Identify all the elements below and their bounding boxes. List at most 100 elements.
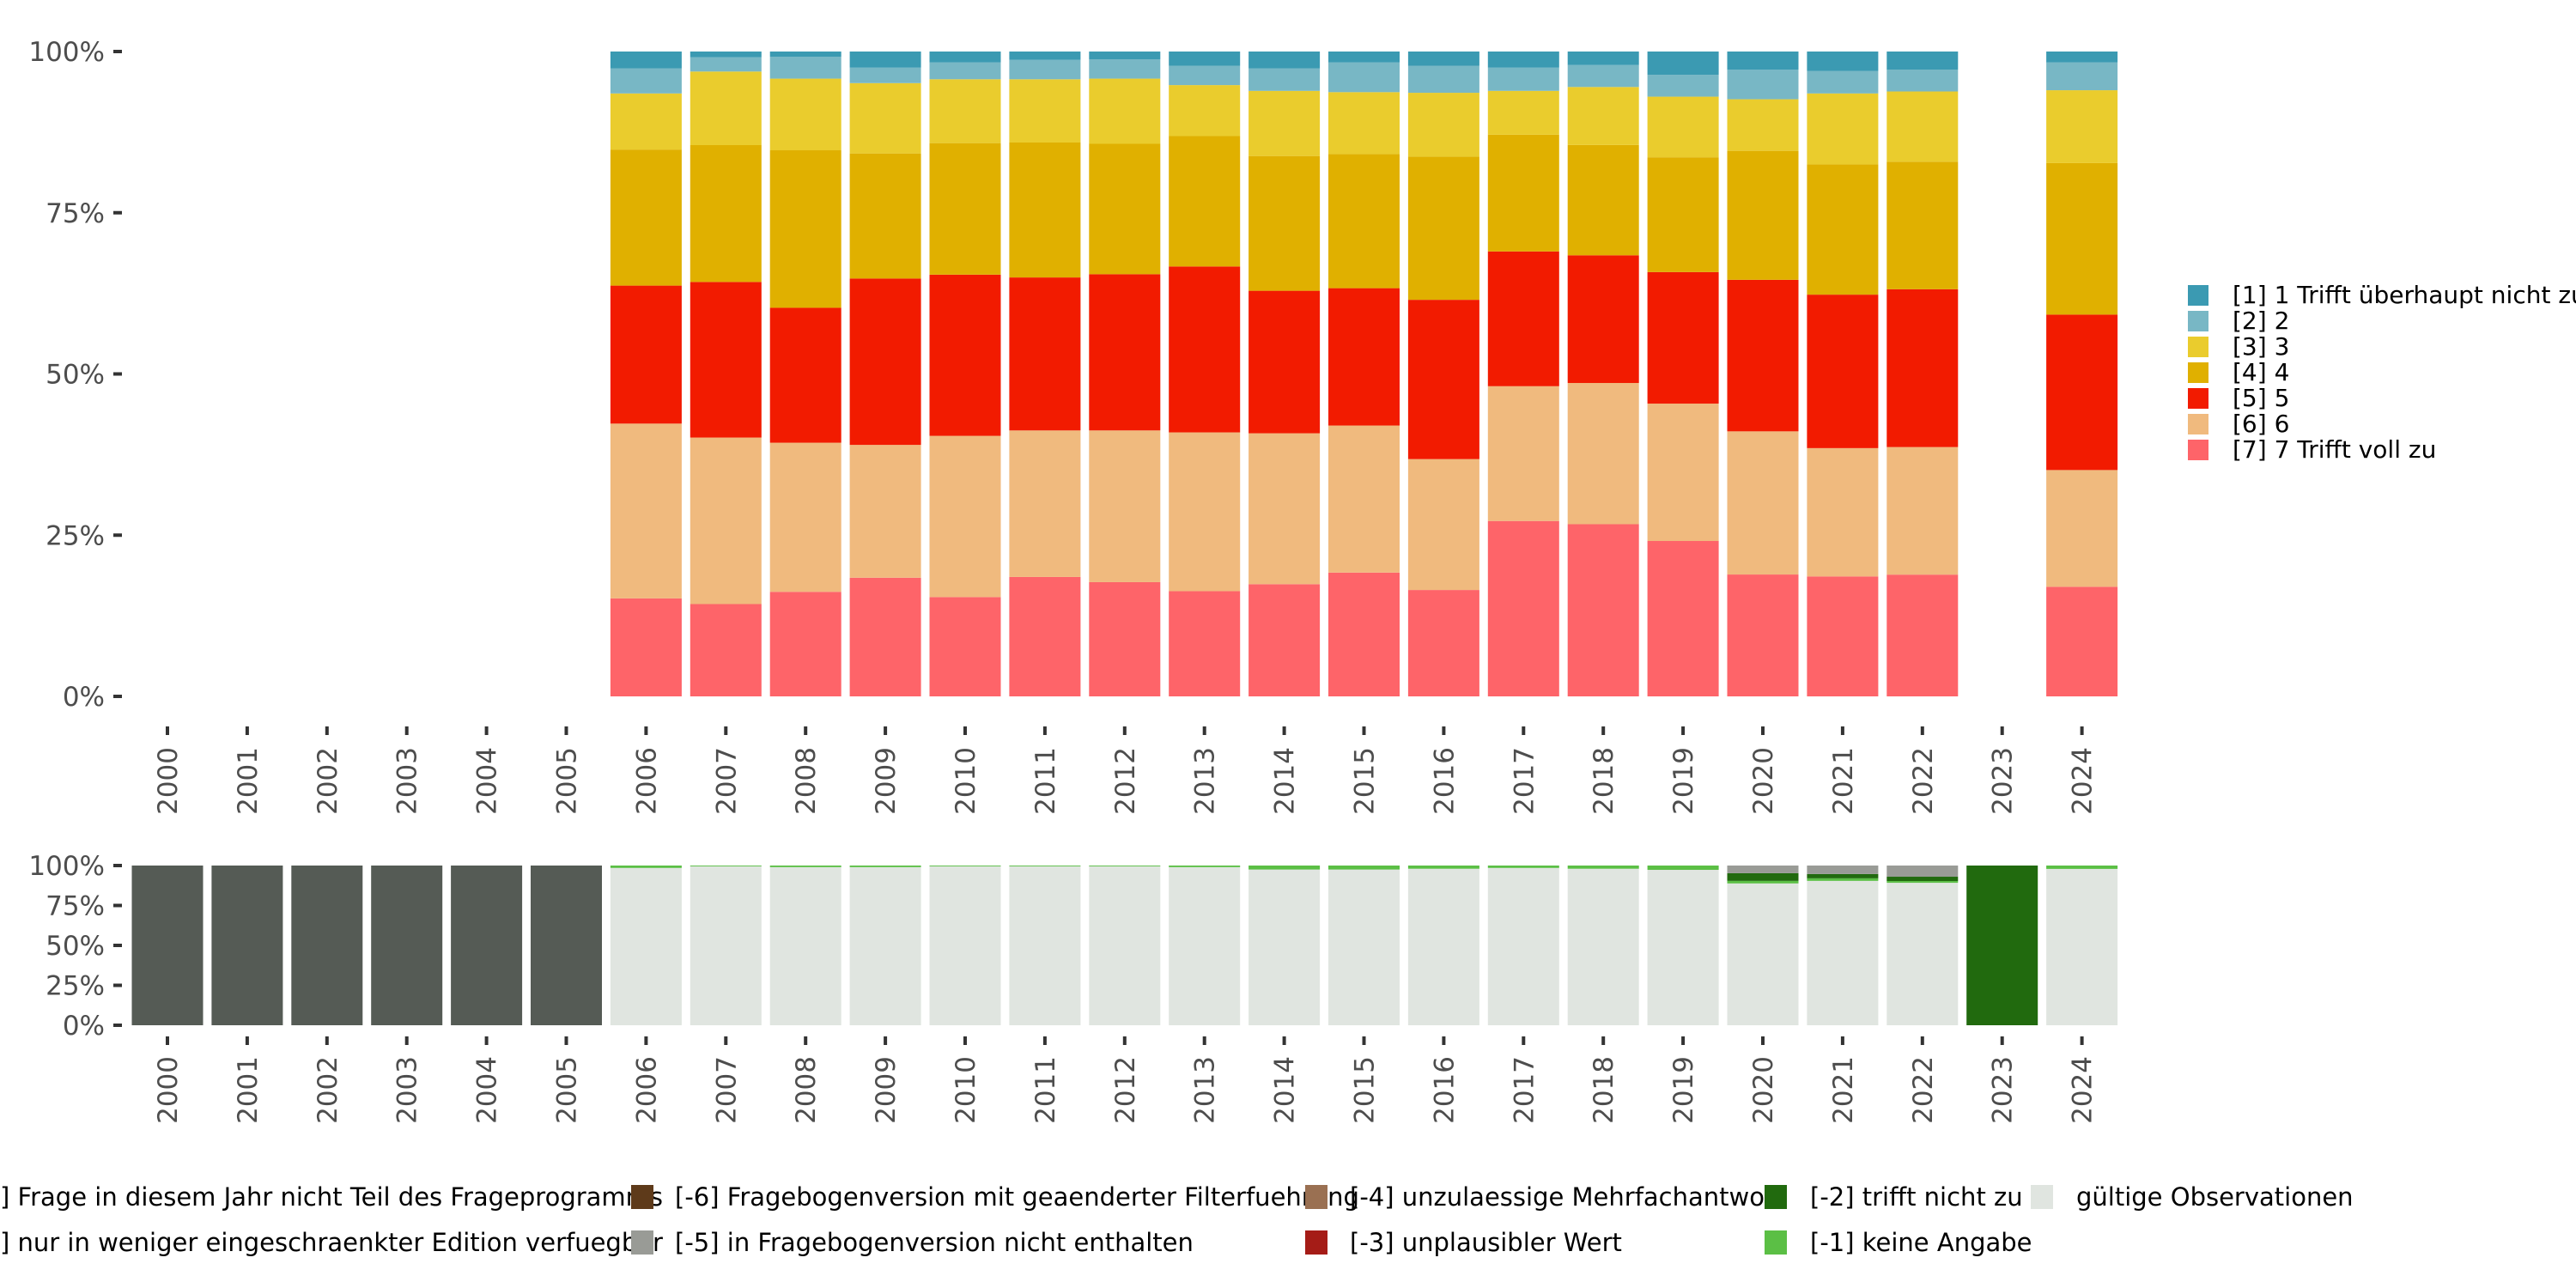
bar-segment-2010-3-3 <box>929 79 1001 143</box>
y-tick-label: 75% <box>46 198 105 229</box>
bar-segment-2021-5-in-fragebogenversion-nicht-enthalten <box>1807 866 1879 874</box>
bar-segment-2014-3-3 <box>1249 90 1321 156</box>
x-tick-label-2012: 2012 <box>1110 747 1141 815</box>
bar-segment-2012-g-ltige-observationen <box>1089 866 1161 1025</box>
bar-segment-2019-1-keine-angabe <box>1647 866 1719 871</box>
bar-segment-2014-4-4 <box>1249 155 1321 291</box>
bar-segment-2017-2-2 <box>1487 67 1559 91</box>
bar-segment-2022-2-2 <box>1886 70 1959 92</box>
bar-segment-2011-1-1-trifft-berhaupt-nicht-zu <box>1009 52 1081 60</box>
x-tick-label-2015: 2015 <box>1350 1056 1381 1124</box>
bar-segment-2022-5-in-fragebogenversion-nicht-enthalten <box>1886 866 1959 878</box>
bar-segment-2020-1-keine-angabe <box>1727 880 1799 884</box>
bar-segment-2018-3-3 <box>1567 87 1639 145</box>
x-tick-label-2017: 2017 <box>1509 747 1540 815</box>
y-tick-label: 75% <box>46 891 105 922</box>
bar-segment-2011-7-7-trifft-voll-zu <box>1009 576 1081 696</box>
bar-segment-2008-1-keine-angabe <box>769 866 841 867</box>
bar-segment-2017-6-6 <box>1487 386 1559 521</box>
legend-swatch-3-unplausibler-wert <box>1305 1230 1327 1255</box>
x-tick-label-2005: 2005 <box>552 1056 583 1124</box>
bar-segment-2009-4-4 <box>849 153 921 279</box>
bar-segment-2017-3-3 <box>1487 90 1559 135</box>
bottom-legend: ] Frage in diesem Jahr nicht Teil des Fr… <box>0 1182 2354 1257</box>
bar-segment-2022-1-keine-angabe <box>1886 881 1959 884</box>
bar-segment-2014-1-1-trifft-berhaupt-nicht-zu <box>1249 52 1321 69</box>
bar-segment-2020-7-7-trifft-voll-zu <box>1727 574 1799 696</box>
bar-segment-2009-1-keine-angabe <box>849 866 921 867</box>
x-tick-label-2010: 2010 <box>951 747 981 815</box>
bar-segment-2024-1-1-trifft-berhaupt-nicht-zu <box>2046 52 2118 63</box>
bar-segment-2023-2-trifft-nicht-zu <box>1966 866 2038 1025</box>
x-tick-label-2016: 2016 <box>1429 1056 1460 1124</box>
bar-segment-2015-6-6 <box>1328 425 1400 573</box>
bar-segment-2008-1-1-trifft-berhaupt-nicht-zu <box>769 52 841 58</box>
bottom-chart-panel <box>131 866 2118 1025</box>
legend-swatch-4-4 <box>2188 362 2208 383</box>
bar-segment-2007-3-3 <box>690 71 762 145</box>
legend-swatch-1-keine-angabe <box>1765 1230 1787 1255</box>
bar-segment-2018-2-2 <box>1567 64 1639 88</box>
x-tick-label-2001: 2001 <box>233 747 264 815</box>
bar-segment-2009-6-6 <box>849 445 921 578</box>
bar-segment-2008-3-3 <box>769 78 841 151</box>
bar-segment-2013-1-1-trifft-berhaupt-nicht-zu <box>1169 52 1241 66</box>
x-tick-label-2022: 2022 <box>1908 747 1939 815</box>
bar-segment-2020-6-6 <box>1727 431 1799 575</box>
legend-label: [4] 4 <box>2233 358 2289 386</box>
bar-segment-2024-2-2 <box>2046 62 2118 91</box>
bar-segment-2008-g-ltige-observationen <box>769 866 841 1025</box>
bar-segment-2006-6-6 <box>610 423 682 598</box>
bar-segment-2012-6-6 <box>1089 430 1161 582</box>
bar-segment-2013-6-6 <box>1169 432 1241 592</box>
legend-label: [-6] Fragebogenversion mit geaenderter F… <box>675 1182 1359 1212</box>
bar-segment-2013-2-2 <box>1169 65 1241 86</box>
bar-segment-2022-1-1-trifft-berhaupt-nicht-zu <box>1886 52 1959 70</box>
bar-segment-2006-2-2 <box>610 68 682 94</box>
bar-segment-2009-1-1-trifft-berhaupt-nicht-zu <box>849 52 921 68</box>
x-tick-label-2003: 2003 <box>392 747 423 815</box>
bar-segment-2022-2-trifft-nicht-zu <box>1886 877 1959 882</box>
x-tick-label-2002: 2002 <box>313 1056 343 1124</box>
bar-segment-2010-6-6 <box>929 435 1001 598</box>
x-tick-label-2006: 2006 <box>631 747 662 815</box>
bar-segment-2011-g-ltige-observationen <box>1009 866 1081 1025</box>
x-tick-label-2019: 2019 <box>1668 747 1699 815</box>
x-tick-label-2011: 2011 <box>1030 747 1061 815</box>
x-tick-label-2023: 2023 <box>1988 1056 2019 1124</box>
bar-segment-2011-2-2 <box>1009 59 1081 80</box>
x-tick-label-2008: 2008 <box>791 747 822 815</box>
bar-segment-2019-g-ltige-observationen <box>1647 870 1719 1025</box>
bar-segment-2022-5-5 <box>1886 289 1959 447</box>
legend-swatch-g-ltige-observationen <box>2031 1185 2053 1209</box>
legend-label: ] Frage in diesem Jahr nicht Teil des Fr… <box>0 1182 663 1212</box>
bar-segment-2015-7-7-trifft-voll-zu <box>1328 572 1400 696</box>
x-tick-label-2009: 2009 <box>871 1056 902 1124</box>
x-tick-label-2017: 2017 <box>1509 1056 1540 1124</box>
y-tick-label: 50% <box>46 931 105 962</box>
x-tick-label-2004: 2004 <box>472 747 503 815</box>
bar-segment-2000-frage-in-diesem-jahr-nicht-teil-des-frageprogramms <box>131 866 204 1025</box>
bottom-y-axis: 0% 25% 50% 75% 100% <box>28 851 122 1042</box>
bar-segment-2012-4-4 <box>1089 143 1161 275</box>
bar-segment-2020-2-trifft-nicht-zu <box>1727 872 1799 881</box>
bar-segment-2009-2-2 <box>849 67 921 83</box>
bar-segment-2006-7-7-trifft-voll-zu <box>610 598 682 696</box>
bar-segment-2007-1-1-trifft-berhaupt-nicht-zu <box>690 52 762 58</box>
bar-segment-2008-5-5 <box>769 307 841 443</box>
legend-label: [3] 3 <box>2233 332 2289 361</box>
bar-segment-2013-5-5 <box>1169 266 1241 433</box>
bar-segment-2007-7-7-trifft-voll-zu <box>690 604 762 696</box>
x-tick-label-2013: 2013 <box>1190 747 1221 815</box>
bar-segment-2012-2-2 <box>1089 59 1161 79</box>
x-tick-label-2024: 2024 <box>2068 747 2099 815</box>
x-tick-label-2014: 2014 <box>1270 747 1301 815</box>
x-tick-label-2013: 2013 <box>1190 1056 1221 1124</box>
bar-segment-2010-7-7-trifft-voll-zu <box>929 597 1001 696</box>
bar-segment-2016-7-7-trifft-voll-zu <box>1407 590 1479 696</box>
bar-segment-2017-g-ltige-observationen <box>1487 867 1559 1025</box>
bar-segment-2019-7-7-trifft-voll-zu <box>1647 541 1719 696</box>
x-tick-label-2021: 2021 <box>1828 1056 1859 1124</box>
legend-label: ] nur in weniger eingeschraenkter Editio… <box>0 1228 663 1257</box>
